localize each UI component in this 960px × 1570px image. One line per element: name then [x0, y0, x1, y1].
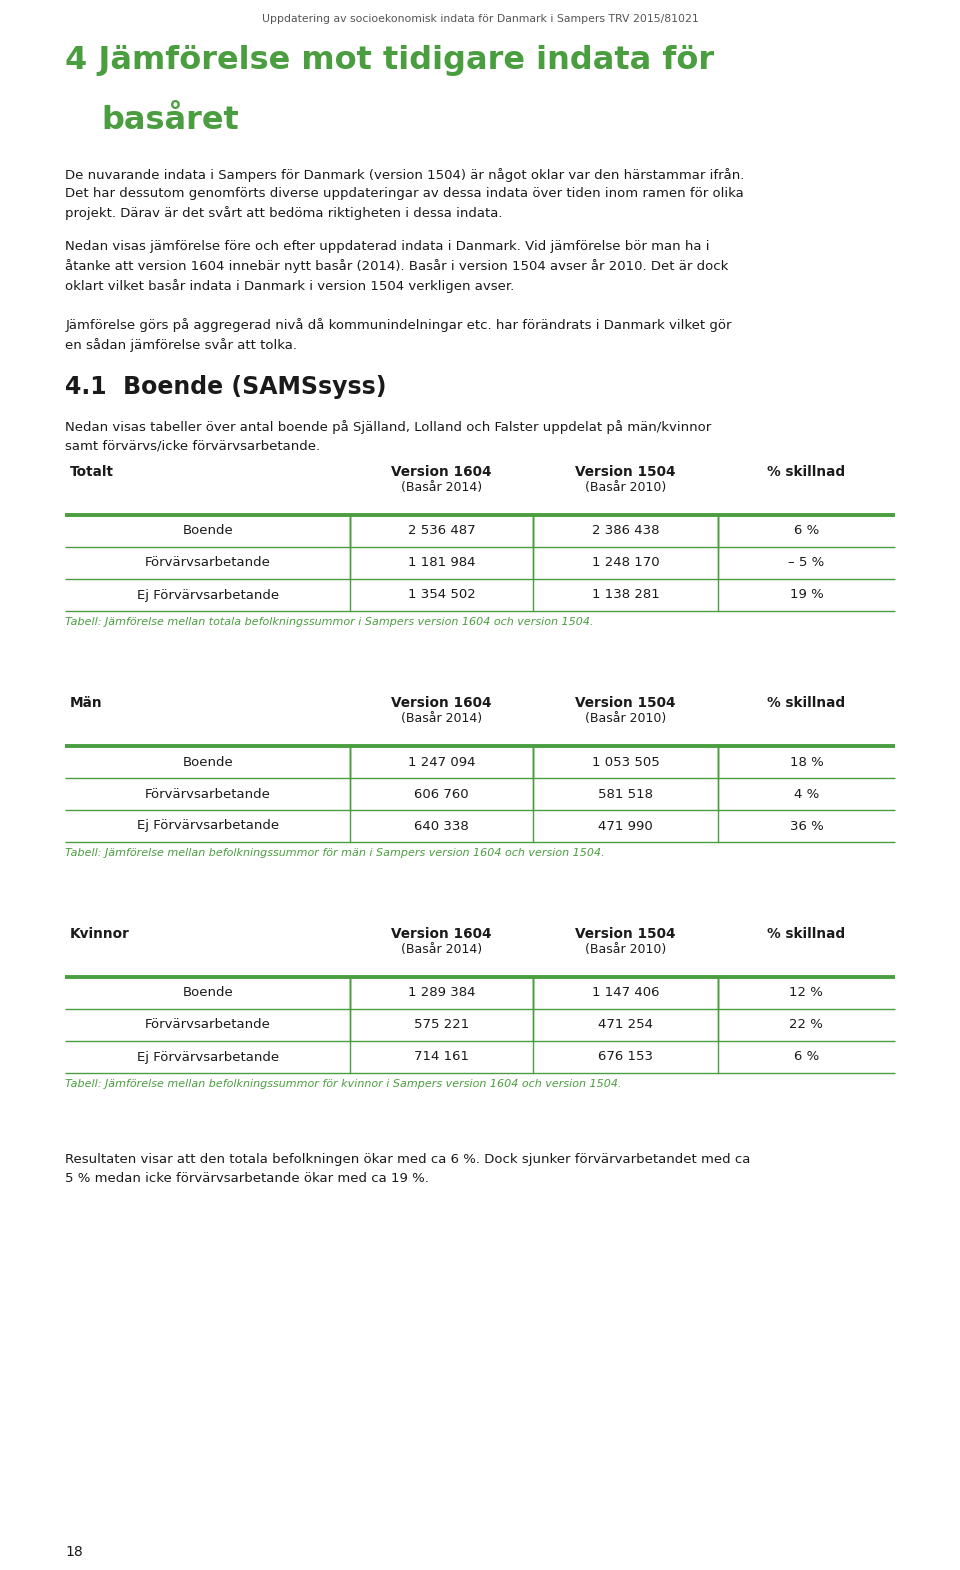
Text: Version 1504: Version 1504 [575, 926, 676, 940]
Text: Totalt: Totalt [70, 465, 114, 479]
Text: Ej Förvärvsarbetande: Ej Förvärvsarbetande [136, 820, 279, 832]
Text: 575 221: 575 221 [414, 1019, 469, 1031]
Text: Version 1604: Version 1604 [392, 696, 492, 710]
Text: 4.1  Boende (SAMSsyss): 4.1 Boende (SAMSsyss) [65, 375, 387, 399]
Text: (Basår 2014): (Basår 2014) [401, 480, 482, 495]
Text: Boende: Boende [182, 755, 233, 768]
Text: (Basår 2010): (Basår 2010) [585, 944, 666, 956]
Text: % skillnad: % skillnad [767, 696, 846, 710]
Text: 1 289 384: 1 289 384 [408, 986, 475, 1000]
Text: (Basår 2010): (Basår 2010) [585, 480, 666, 495]
Text: % skillnad: % skillnad [767, 465, 846, 479]
Text: 471 990: 471 990 [598, 820, 653, 832]
Text: Tabell: Jämförelse mellan befolkningssummor för kvinnor i Sampers version 1604 o: Tabell: Jämförelse mellan befolkningssum… [65, 1079, 622, 1090]
Text: De nuvarande indata i Sampers för Danmark (version 1504) är något oklar var den : De nuvarande indata i Sampers för Danmar… [65, 168, 745, 220]
Text: 606 760: 606 760 [415, 788, 468, 801]
Text: 676 153: 676 153 [598, 1050, 653, 1063]
Text: 2 536 487: 2 536 487 [408, 524, 475, 537]
Text: 4 %: 4 % [794, 788, 819, 801]
Text: 6 %: 6 % [794, 1050, 819, 1063]
Text: 1 053 505: 1 053 505 [591, 755, 660, 768]
Text: Förvärvsarbetande: Förvärvsarbetande [145, 1019, 271, 1031]
Text: 19 %: 19 % [789, 589, 824, 601]
Text: Tabell: Jämförelse mellan totala befolkningssummor i Sampers version 1604 och ve: Tabell: Jämförelse mellan totala befolkn… [65, 617, 594, 626]
Text: (Basår 2014): (Basår 2014) [401, 713, 482, 725]
Text: 1 354 502: 1 354 502 [408, 589, 475, 601]
Text: Version 1604: Version 1604 [392, 465, 492, 479]
Text: Förvärvsarbetande: Förvärvsarbetande [145, 788, 271, 801]
Text: 18 %: 18 % [789, 755, 824, 768]
Text: 1 181 984: 1 181 984 [408, 556, 475, 570]
Text: Resultaten visar att den totala befolkningen ökar med ca 6 %. Dock sjunker förvä: Resultaten visar att den totala befolkni… [65, 1152, 751, 1184]
Text: Uppdatering av socioekonomisk indata för Danmark i Sampers TRV 2015/81021: Uppdatering av socioekonomisk indata för… [262, 14, 698, 24]
Text: 640 338: 640 338 [414, 820, 469, 832]
Text: % skillnad: % skillnad [767, 926, 846, 940]
Text: 12 %: 12 % [789, 986, 824, 1000]
Text: 6 %: 6 % [794, 524, 819, 537]
Text: 4 Jämförelse mot tidigare indata för: 4 Jämförelse mot tidigare indata för [65, 46, 714, 75]
Text: Kvinnor: Kvinnor [70, 926, 130, 940]
Text: Förvärvsarbetande: Förvärvsarbetande [145, 556, 271, 570]
Text: (Basår 2010): (Basår 2010) [585, 713, 666, 725]
Text: 22 %: 22 % [789, 1019, 824, 1031]
Text: 1 248 170: 1 248 170 [591, 556, 660, 570]
Text: 1 147 406: 1 147 406 [591, 986, 660, 1000]
Text: Män: Män [70, 696, 103, 710]
Text: 471 254: 471 254 [598, 1019, 653, 1031]
Text: Version 1504: Version 1504 [575, 696, 676, 710]
Text: 1 247 094: 1 247 094 [408, 755, 475, 768]
Text: Boende: Boende [182, 524, 233, 537]
Text: Jämförelse görs på aggregerad nivå då kommunindelningar etc. har förändrats i Da: Jämförelse görs på aggregerad nivå då ko… [65, 319, 732, 352]
Text: 714 161: 714 161 [414, 1050, 469, 1063]
Text: Ej Förvärvsarbetande: Ej Förvärvsarbetande [136, 589, 279, 601]
Text: 581 518: 581 518 [598, 788, 653, 801]
Text: Nedan visas jämförelse före och efter uppdaterad indata i Danmark. Vid jämförels: Nedan visas jämförelse före och efter up… [65, 240, 729, 294]
Text: Version 1504: Version 1504 [575, 465, 676, 479]
Text: 2 386 438: 2 386 438 [591, 524, 660, 537]
Text: 36 %: 36 % [789, 820, 824, 832]
Text: – 5 %: – 5 % [788, 556, 825, 570]
Text: Nedan visas tabeller över antal boende på Själland, Lolland och Falster uppdelat: Nedan visas tabeller över antal boende p… [65, 421, 711, 452]
Text: Version 1604: Version 1604 [392, 926, 492, 940]
Text: Tabell: Jämförelse mellan befolkningssummor för män i Sampers version 1604 och v: Tabell: Jämförelse mellan befolkningssum… [65, 848, 605, 857]
Text: Ej Förvärvsarbetande: Ej Förvärvsarbetande [136, 1050, 279, 1063]
Text: (Basår 2014): (Basår 2014) [401, 944, 482, 956]
Text: Boende: Boende [182, 986, 233, 1000]
Text: 18: 18 [65, 1545, 83, 1559]
Text: basåret: basåret [102, 105, 239, 137]
Text: 1 138 281: 1 138 281 [591, 589, 660, 601]
